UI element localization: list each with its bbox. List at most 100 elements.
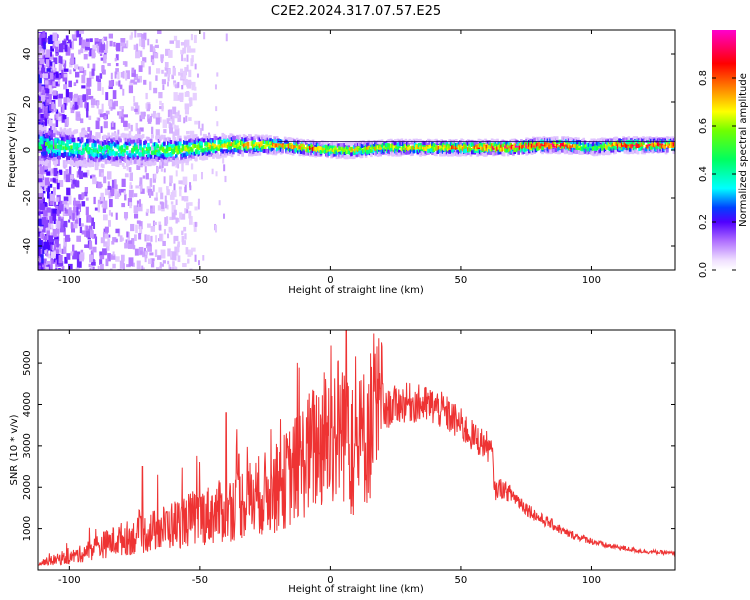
heatmap-cell	[65, 35, 69, 41]
heatmap-cell	[138, 221, 143, 230]
heatmap-cell	[485, 152, 489, 157]
heatmap-cell	[359, 146, 363, 151]
heatmap-cell	[84, 187, 89, 194]
heatmap-cell	[68, 263, 73, 270]
heatmap-cell	[167, 81, 170, 87]
heatmap-cell	[638, 143, 641, 148]
heatmap-cell	[249, 134, 252, 139]
spectrogram-y-tick-label: -40	[22, 238, 33, 254]
heatmap-cell	[505, 148, 509, 153]
heatmap-cell	[359, 150, 363, 155]
heatmap-cell	[656, 148, 660, 153]
heatmap-cell	[216, 154, 219, 159]
heatmap-cell	[200, 141, 203, 146]
heatmap-cell	[328, 151, 332, 156]
heatmap-cell	[250, 152, 254, 157]
heatmap-cell	[133, 153, 137, 158]
heatmap-cell	[138, 75, 142, 83]
heatmap-cell	[52, 138, 55, 148]
heatmap-cell	[105, 92, 109, 101]
heatmap-cell	[606, 141, 609, 146]
heatmap-cell	[237, 148, 240, 153]
heatmap-cell	[111, 139, 114, 144]
heatmap-cell	[54, 40, 59, 46]
heatmap-cell	[48, 91, 52, 100]
heatmap-cell	[150, 225, 156, 232]
heatmap-cell	[455, 138, 458, 143]
heatmap-cell	[241, 141, 244, 146]
heatmap-cell	[201, 151, 205, 156]
colorbar-tick-label: 0.0	[698, 262, 709, 278]
heatmap-cell	[330, 148, 333, 153]
heatmap-cell	[67, 39, 72, 45]
heatmap-cell	[208, 150, 211, 155]
heatmap-cell	[177, 81, 180, 88]
heatmap-cell	[193, 86, 197, 91]
spectrogram-x-ticks: -100 -50 0 50 100	[58, 30, 601, 286]
heatmap-cell	[53, 256, 57, 263]
heatmap-cell	[90, 138, 93, 143]
heatmap-cell	[210, 139, 214, 144]
heatmap-cell	[218, 154, 222, 159]
heatmap-cell	[282, 144, 286, 149]
heatmap-cell	[59, 127, 63, 132]
heatmap-cell	[387, 139, 390, 144]
heatmap-cell	[119, 138, 122, 143]
heatmap-cell	[157, 149, 161, 154]
heatmap-cell	[97, 183, 103, 188]
heatmap-cell	[80, 161, 84, 166]
heatmap-cell	[139, 139, 142, 144]
heatmap-cell	[441, 143, 445, 148]
heatmap-cell	[561, 138, 564, 143]
heatmap-cell	[306, 151, 309, 156]
heatmap-cell	[38, 182, 43, 192]
heatmap-cell	[306, 139, 309, 144]
heatmap-cell	[136, 144, 141, 150]
heatmap-cell	[636, 141, 640, 146]
heatmap-cell	[598, 151, 601, 156]
heatmap-cell	[99, 156, 102, 161]
heatmap-cell	[156, 134, 160, 139]
heatmap-cell	[384, 151, 388, 156]
heatmap-cell	[311, 140, 315, 145]
heatmap-cell	[75, 146, 79, 151]
heatmap-cell	[44, 177, 50, 186]
heatmap-cell	[485, 144, 489, 149]
heatmap-cell	[144, 161, 148, 166]
heatmap-cell	[65, 168, 69, 175]
heatmap-cell	[177, 149, 181, 154]
heatmap-cell	[161, 79, 166, 85]
heatmap-cell	[91, 261, 96, 266]
heatmap-cell	[397, 152, 401, 157]
heatmap-cell	[290, 145, 294, 150]
heatmap-cell	[152, 150, 156, 155]
heatmap-cell	[375, 151, 379, 156]
heatmap-cell	[388, 146, 392, 151]
heatmap-cell	[120, 156, 124, 161]
heatmap-cell	[190, 148, 194, 153]
heatmap-cell	[338, 153, 341, 158]
heatmap-cell	[452, 145, 455, 150]
heatmap-cell	[173, 124, 177, 129]
heatmap-cell	[620, 140, 624, 145]
heatmap-cell	[364, 146, 368, 151]
heatmap-cell	[149, 178, 153, 188]
heatmap-cell	[40, 154, 44, 159]
heatmap-cell	[386, 143, 389, 148]
heatmap-cell	[516, 140, 519, 145]
heatmap-cell	[63, 170, 67, 180]
heatmap-cell	[141, 265, 144, 270]
heatmap-cell	[520, 142, 523, 147]
heatmap-cell	[143, 150, 146, 155]
heatmap-cell	[451, 145, 454, 150]
heatmap-cell	[279, 147, 283, 152]
heatmap-cell	[42, 89, 46, 98]
heatmap-cell	[68, 140, 72, 145]
heatmap-cell	[358, 152, 361, 157]
heatmap-cell	[577, 137, 580, 142]
heatmap-cell	[234, 135, 238, 140]
heatmap-cell	[383, 141, 386, 146]
heatmap-cell	[159, 146, 162, 151]
heatmap-cell	[188, 202, 193, 206]
heatmap-cell	[254, 144, 258, 149]
